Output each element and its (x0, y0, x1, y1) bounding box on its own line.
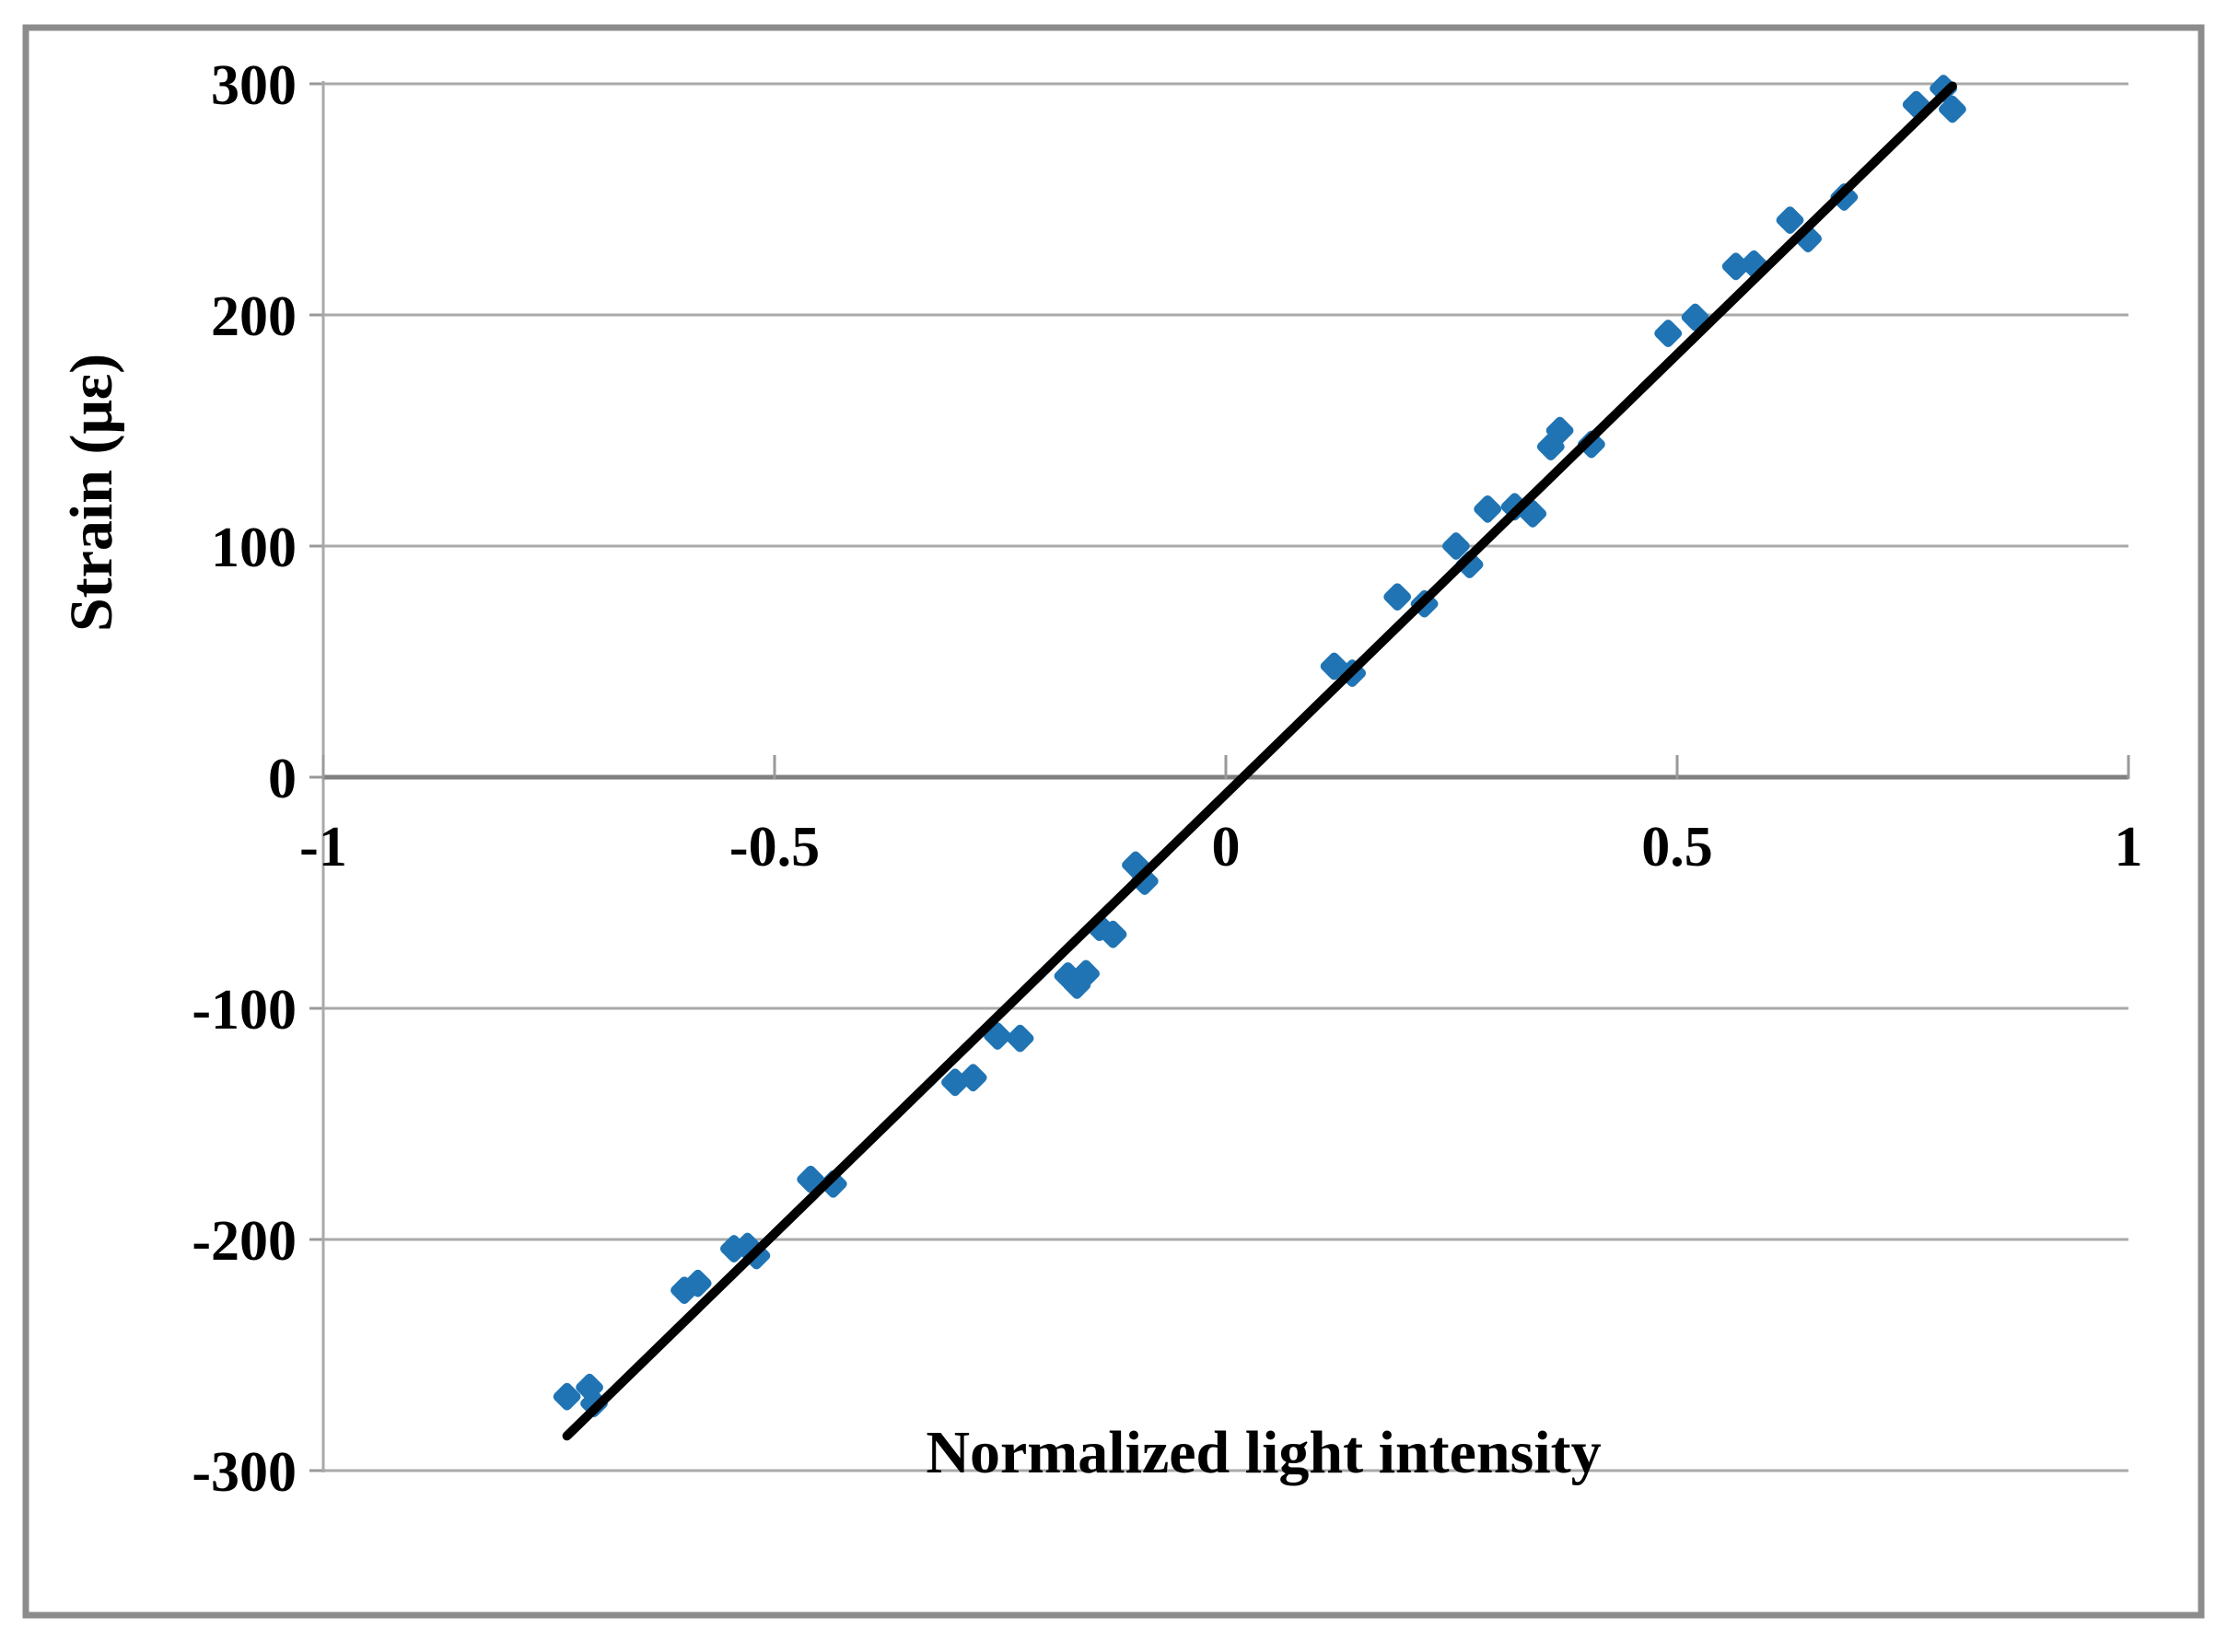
x-axis-title: Normalized light intensity (926, 1419, 1602, 1486)
x-tick-label: 0.5 (1641, 816, 1713, 878)
y-tick-label: 0 (268, 748, 297, 810)
scatter-point (1072, 960, 1100, 988)
x-tick-label: -0.5 (729, 816, 820, 878)
scatter-point (1721, 252, 1750, 281)
y-tick-label: 300 (211, 54, 297, 117)
scatter-point (1776, 206, 1804, 234)
trend-line (562, 81, 1957, 1441)
y-tick-label: -300 (192, 1441, 297, 1504)
scatter-point (1654, 320, 1683, 347)
x-tick-label: -1 (299, 816, 347, 878)
y-tick-label: 100 (211, 517, 297, 579)
chart-border (22, 24, 2205, 1619)
scatter-point (1939, 95, 1966, 123)
y-tick-label: -100 (192, 979, 297, 1041)
x-tick-label: 0 (1212, 816, 1241, 878)
scatter-point (1474, 494, 1502, 523)
y-axis-title: Strain (με) (58, 353, 125, 633)
scatter-point (1099, 920, 1127, 948)
scatter-point (1383, 583, 1412, 611)
scatter-point (959, 1064, 987, 1092)
x-tick-label: 1 (2115, 816, 2143, 878)
y-tick-label: -200 (192, 1210, 297, 1273)
scatter-point (1545, 416, 1574, 445)
y-tick-label: 200 (211, 285, 297, 348)
scatter-point (683, 1269, 712, 1297)
scatter-point (1442, 532, 1470, 560)
scatter-point (553, 1382, 581, 1411)
scatter-point (1006, 1024, 1034, 1053)
